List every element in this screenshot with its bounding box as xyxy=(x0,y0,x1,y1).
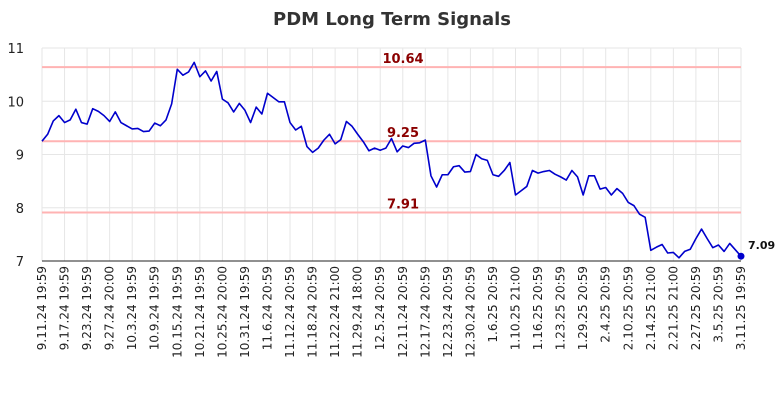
x-tick-label: 12.11.24 20:59 xyxy=(396,266,410,358)
y-tick-label: 8 xyxy=(16,202,24,217)
x-tick-label: 10.31.24 19:59 xyxy=(238,266,252,358)
y-axis-ticks: 7 8 9 10 11 xyxy=(7,42,24,270)
y-tick-label: 9 xyxy=(16,149,24,164)
last-value-label: 7.09 xyxy=(748,239,775,252)
x-tick-label: 11.22.24 21:00 xyxy=(328,266,342,358)
reference-line-label: 9.25 xyxy=(387,126,419,141)
x-tick-label: 10.25.24 20:00 xyxy=(215,266,229,358)
x-tick-label: 1.29.25 20:59 xyxy=(576,266,590,350)
x-tick-label: 9.11.24 19:59 xyxy=(35,266,49,350)
x-tick-label: 10.21.24 19:59 xyxy=(193,266,207,358)
x-tick-label: 1.16.25 20:59 xyxy=(531,266,545,350)
x-tick-label: 9.17.24 19:59 xyxy=(58,266,72,350)
x-tick-label: 12.17.24 20:59 xyxy=(418,266,432,358)
x-tick-label: 10.15.24 19:59 xyxy=(170,266,184,358)
x-tick-label: 2.10.25 20:59 xyxy=(621,266,635,350)
x-tick-label: 10.3.24 19:59 xyxy=(125,266,139,350)
x-tick-label: 9.23.24 19:59 xyxy=(80,266,94,350)
x-tick-label: 1.10.25 21:00 xyxy=(509,266,523,350)
chart-title: PDM Long Term Signals xyxy=(273,9,511,30)
last-point-marker xyxy=(737,252,745,260)
y-tick-label: 11 xyxy=(7,42,24,57)
x-tick-label: 12.23.24 20:59 xyxy=(441,266,455,358)
reference-line-label: 10.64 xyxy=(382,52,423,67)
x-tick-label: 1.23.25 20:59 xyxy=(554,266,568,350)
x-tick-label: 12.30.24 20:59 xyxy=(463,266,477,358)
x-tick-label: 3.5.25 20:59 xyxy=(711,266,725,343)
x-tick-label: 2.27.25 20:59 xyxy=(689,266,703,350)
x-tick-label: 2.14.25 21:00 xyxy=(644,266,658,350)
x-tick-label: 1.6.25 20:59 xyxy=(486,266,500,343)
x-tick-label: 11.12.24 20:59 xyxy=(283,266,297,358)
x-tick-label: 2.21.25 21:00 xyxy=(666,266,680,350)
grid-lines xyxy=(41,47,742,262)
reference-lines: 10.64 9.25 7.91 xyxy=(42,52,741,214)
x-tick-label: 11.29.24 18:00 xyxy=(351,266,365,358)
x-axis-ticks: 9.11.24 19:59 9.17.24 19:59 9.23.24 19:59 9… xyxy=(35,266,748,358)
x-tick-label: 9.27.24 20:00 xyxy=(103,266,117,350)
y-tick-label: 10 xyxy=(7,95,24,110)
plot-area: 7.09 xyxy=(41,61,775,260)
x-tick-label: 12.5.24 20:59 xyxy=(373,266,387,350)
x-tick-label: 10.9.24 19:59 xyxy=(148,266,162,350)
reference-line-label: 7.91 xyxy=(387,198,419,213)
x-tick-label: 3.11.25 19:59 xyxy=(734,266,748,350)
x-tick-label: 2.4.25 20:59 xyxy=(599,266,613,343)
x-tick-label: 11.18.24 20:59 xyxy=(306,266,320,358)
x-tick-label: 11.6.24 20:59 xyxy=(260,266,274,350)
y-tick-label: 7 xyxy=(16,255,24,270)
series-line xyxy=(41,61,742,259)
